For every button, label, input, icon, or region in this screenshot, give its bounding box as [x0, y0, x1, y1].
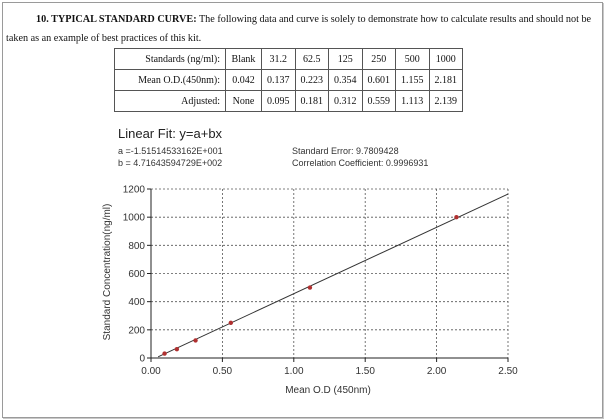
fit-line-group: [157, 193, 509, 358]
table-row: Standards (ng/ml): Blank 31.2 62.5 125 2…: [114, 48, 463, 70]
table-cell: 1.113: [395, 90, 430, 112]
table-row: Mean O.D.(450nm): 0.042 0.137 0.223 0.35…: [114, 69, 463, 91]
y-tick-label: 1200: [123, 185, 146, 196]
y-tick-label: 800: [128, 241, 145, 252]
x-axis-label: Mean O.D (450nm): [285, 385, 371, 396]
fit-standard-error: Standard Error: 9.7809428: [292, 146, 399, 156]
y-tick-label: 600: [128, 269, 145, 280]
section-heading: 10. TYPICAL STANDARD CURVE: The followin…: [6, 10, 596, 48]
fit-line: [157, 193, 509, 358]
x-tick-label: 0.50: [213, 366, 233, 377]
y-axis-label: Standard Concentration(ng/ml): [102, 204, 113, 341]
axes: [147, 188, 509, 362]
data-point: [307, 285, 313, 290]
tick-labels: 0.00 0.50 1.00 1.50 2.00 2.50 0 200 400 600 800 100…: [123, 185, 518, 378]
grid: [151, 188, 509, 358]
data-points: [162, 214, 459, 356]
y-tick-label: 400: [128, 297, 145, 308]
fit-title: Linear Fit: y=a+bx: [118, 126, 223, 141]
data-point: [193, 338, 198, 343]
x-tick-label: 1.50: [355, 366, 375, 377]
fit-coefficient-b: b = 4.71643594729E+002: [118, 158, 222, 168]
x-tick-label: 1.00: [284, 366, 304, 377]
table-cell: 0.312: [328, 90, 363, 112]
y-tick-label: 200: [128, 325, 145, 336]
data-point: [162, 351, 167, 356]
table-cell: 2.139: [428, 90, 463, 112]
table-row: Adjusted: None 0.095 0.181 0.312 0.559 1…: [114, 90, 463, 112]
section-number: 10. TYPICAL STANDARD CURVE:: [36, 14, 197, 25]
data-point: [228, 320, 234, 325]
table-cell: None: [225, 90, 262, 112]
section-text: The following data and curve is solely t…: [6, 14, 592, 44]
data-point: [174, 346, 180, 352]
fit-annotation: Linear Fit: y=a+bx a =-1.51514533162E+00…: [118, 126, 428, 168]
x-tick-label: 2.00: [427, 366, 447, 377]
x-tick-label: 2.50: [498, 366, 518, 377]
y-tick-label: 1000: [123, 213, 146, 224]
standards-table: Standards (ng/ml): Blank 31.2 62.5 125 2…: [114, 48, 463, 112]
y-tick-label: 0: [139, 354, 145, 365]
fit-correlation: Correlation Coefficient: 0.9996931: [292, 158, 428, 168]
data-point: [454, 214, 459, 220]
table-cell: 0.095: [261, 90, 296, 112]
x-tick-label: 0.00: [141, 366, 161, 377]
fit-coefficient-a: a =-1.51514533162E+001: [118, 146, 223, 156]
